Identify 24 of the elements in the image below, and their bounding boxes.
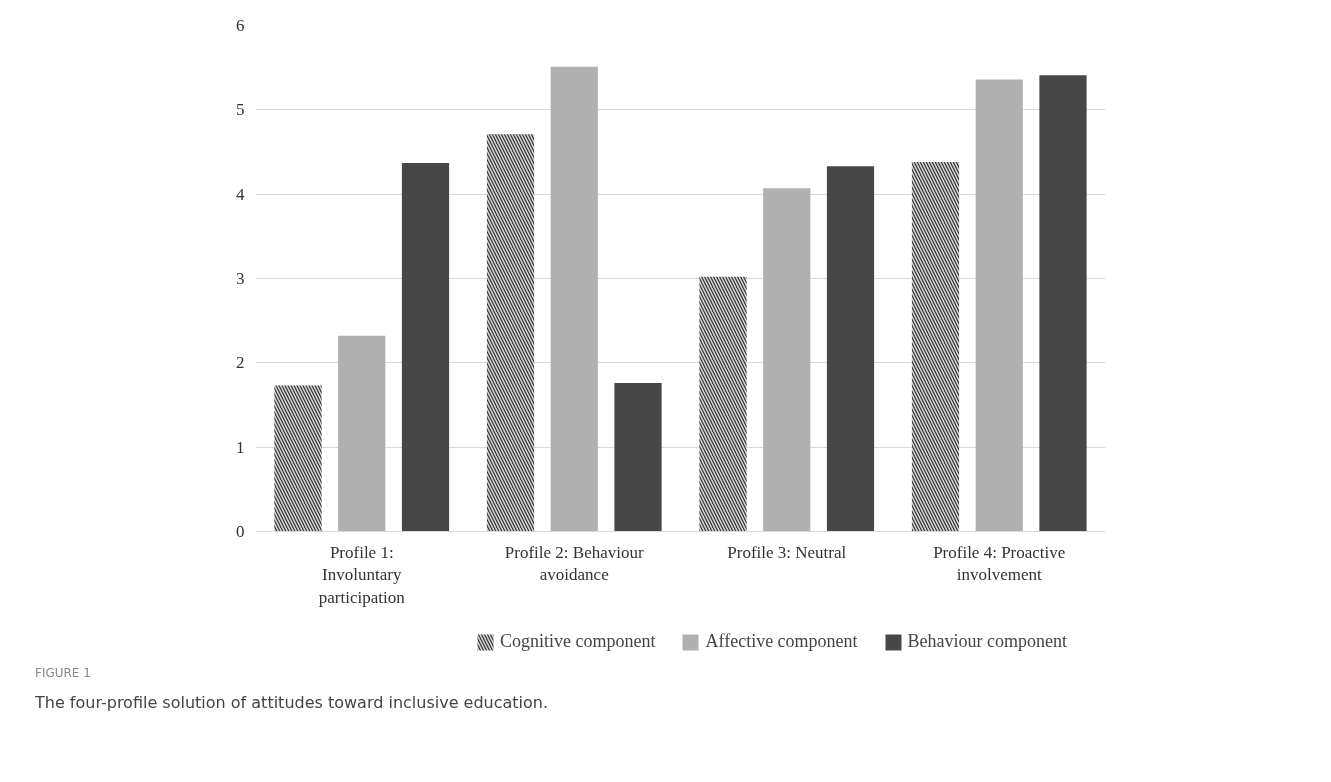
y-tick-label: 4 xyxy=(236,184,245,204)
x-tick-label: Profile 4: Proactive involvement xyxy=(933,542,1066,585)
bar xyxy=(550,66,598,532)
y-tick-label: 1 xyxy=(236,437,245,457)
caption: FIGURE 1 xyxy=(35,665,91,682)
bar xyxy=(975,79,1023,532)
bar xyxy=(614,383,662,532)
x-tick-label: Profile 3: Neutral xyxy=(727,542,847,562)
x-tick-label: Profile 2: Behaviour avoidance xyxy=(504,542,644,585)
bar xyxy=(763,188,811,532)
y-tick-label: 2 xyxy=(236,353,245,373)
bar xyxy=(338,335,386,532)
y-tick-label: 3 xyxy=(236,269,245,288)
bar xyxy=(1039,75,1087,532)
y-tick-label: 6 xyxy=(236,16,245,35)
bar xyxy=(826,166,875,532)
text: The four-profile solution of attitudes toward inclusive education. xyxy=(35,692,549,715)
x-tick-label: Profile 1: Involuntary participation xyxy=(318,542,406,608)
legend-label: Behaviour component xyxy=(907,631,1068,652)
y-tick-label: 5 xyxy=(236,100,245,120)
legend-label: Affective component xyxy=(705,631,858,652)
bar xyxy=(401,162,450,532)
y-tick-label: 0 xyxy=(236,522,245,541)
legend-label: Cognitive component xyxy=(500,631,656,652)
